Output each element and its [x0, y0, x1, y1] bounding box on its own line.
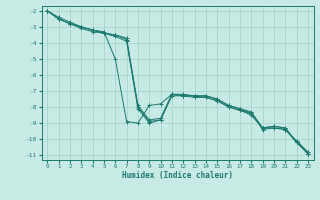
- X-axis label: Humidex (Indice chaleur): Humidex (Indice chaleur): [122, 171, 233, 180]
